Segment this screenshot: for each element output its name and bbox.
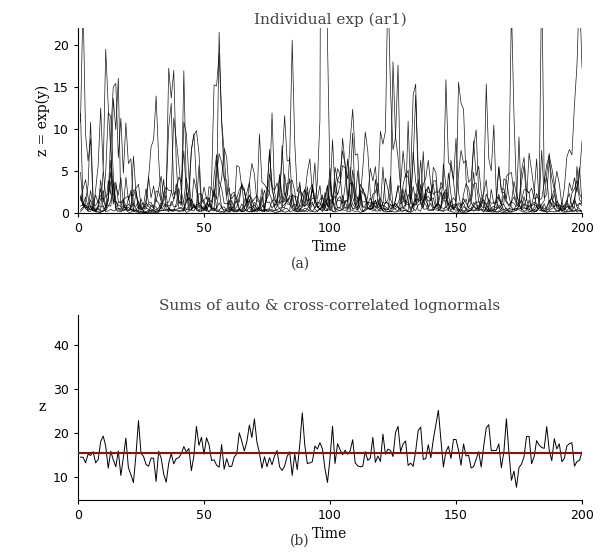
Y-axis label: z: z xyxy=(38,400,46,414)
X-axis label: Time: Time xyxy=(313,240,347,254)
Title: Sums of auto & cross-correlated lognormals: Sums of auto & cross-correlated lognorma… xyxy=(160,299,500,314)
Title: Individual exp (ar1): Individual exp (ar1) xyxy=(254,12,406,27)
Text: (a): (a) xyxy=(290,256,310,271)
X-axis label: Time: Time xyxy=(313,527,347,541)
Y-axis label: z = exp(y): z = exp(y) xyxy=(36,84,50,156)
Text: (b): (b) xyxy=(290,534,310,548)
